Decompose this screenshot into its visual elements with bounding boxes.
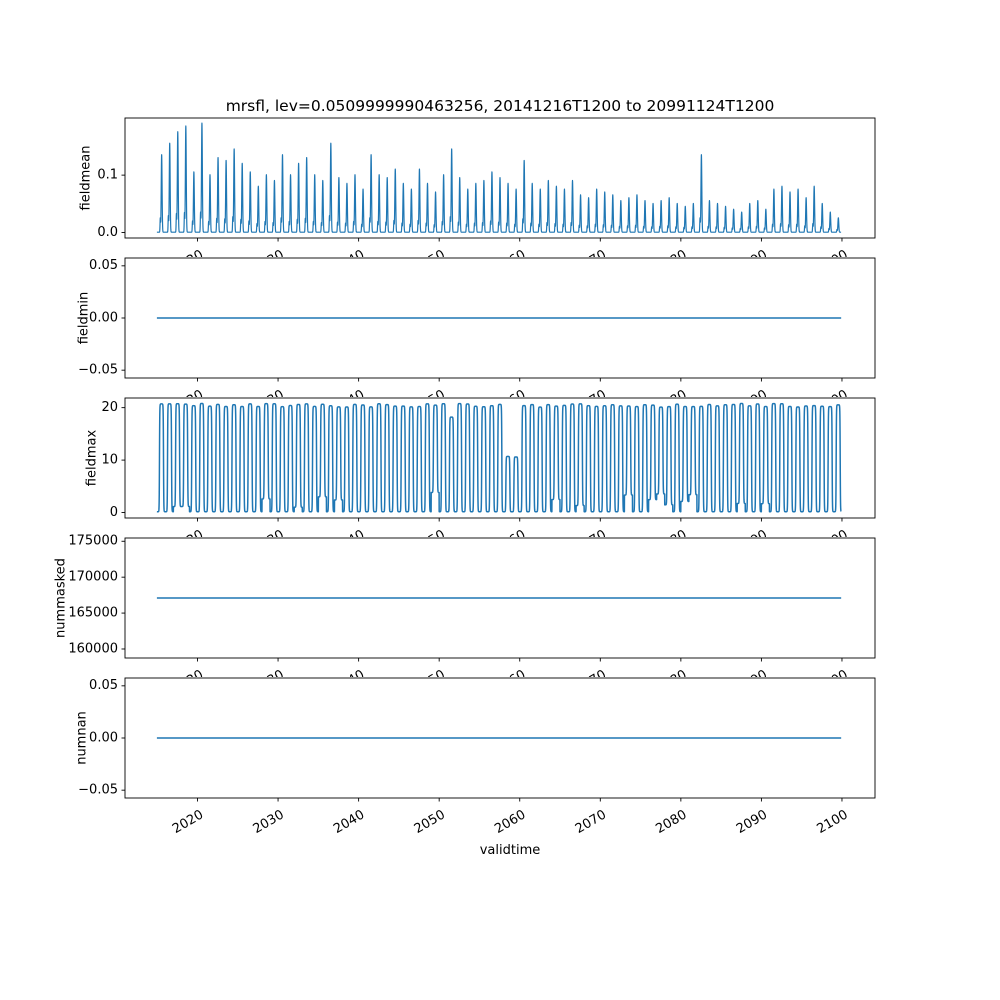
y-axis-label-fieldmin: fieldmin — [76, 291, 92, 345]
x-axis-label: validtime — [479, 843, 541, 858]
y-axis-label-nummasked: nummasked — [53, 558, 69, 638]
y-axis-label-fieldmax: fieldmax — [84, 429, 100, 487]
figure-title: mrsfl, lev=0.0509999990463256, 20141216T… — [225, 97, 775, 115]
y-axis-label-fieldmean: fieldmean — [78, 145, 94, 211]
y-axis-label-numnan: numnan — [74, 711, 90, 765]
